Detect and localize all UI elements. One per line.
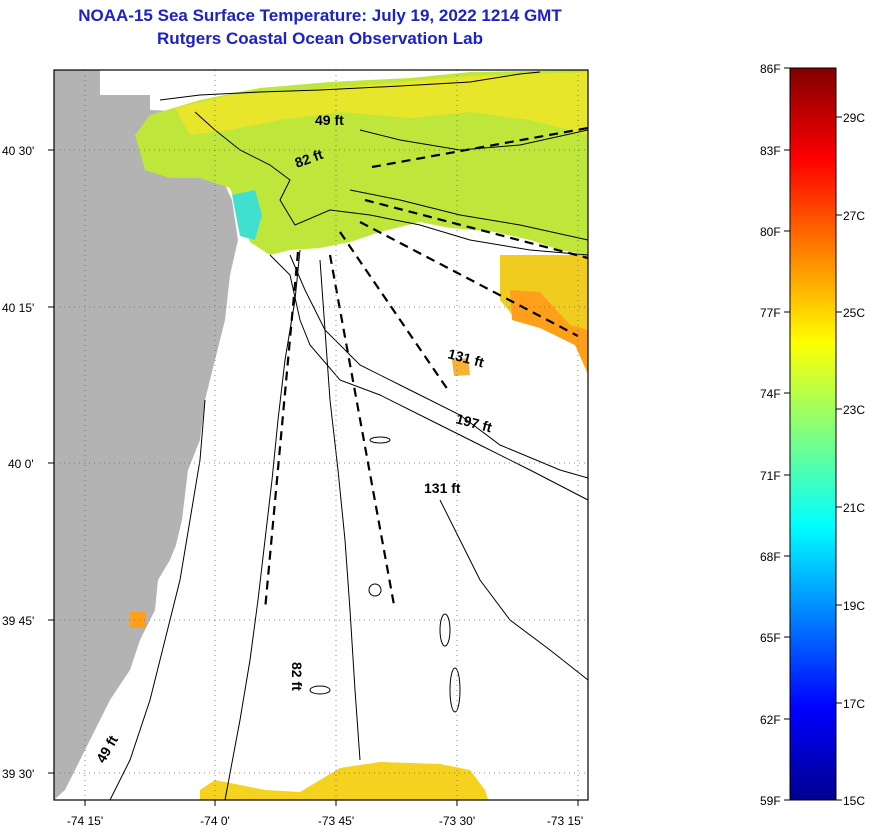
sst-patch-top-yellow xyxy=(175,72,588,135)
boundary-dashed-lines xyxy=(263,126,588,611)
sst-colorbar xyxy=(789,67,837,801)
lon-label-74-0: -74 0' xyxy=(200,814,230,828)
lat-lon-grid xyxy=(54,70,588,800)
colorbar-label-83f: 83F xyxy=(760,144,781,158)
colorbar-label-15c: 15C xyxy=(843,794,865,808)
contour-label-82ft-low: 82 ft xyxy=(289,662,305,691)
colorbar-label-25c: 25C xyxy=(843,306,865,320)
sst-patch-east-orange xyxy=(510,290,588,372)
lat-label-40-30: 40 30' xyxy=(2,144,34,158)
contour-label-131ft-low: 131 ft xyxy=(424,480,461,496)
sst-patch-bottom xyxy=(200,762,488,800)
sst-patch-small-west xyxy=(130,612,146,628)
colorbar-label-59f: 59F xyxy=(760,794,781,808)
lat-label-39-45: 39 45' xyxy=(2,614,34,628)
colorbar-label-74f: 74F xyxy=(760,387,781,401)
colorbar-label-86f: 86F xyxy=(760,62,781,76)
colorbar-label-27c: 27C xyxy=(843,209,865,223)
sst-patch-cyan xyxy=(232,190,262,240)
colorbar-label-17c: 17C xyxy=(843,697,865,711)
lon-label-73-15: -73 15' xyxy=(547,814,583,828)
map-frame xyxy=(53,69,589,801)
lat-label-39-30: 39 30' xyxy=(2,767,34,781)
lon-label-73-30: -73 30' xyxy=(439,814,475,828)
colorbar-label-80f: 80F xyxy=(760,225,781,239)
contour-label-49ft-top: 49 ft xyxy=(315,112,344,128)
contour-label-49ft-low: 49 ft xyxy=(93,732,121,765)
colorbar-label-29c: 29C xyxy=(843,111,865,125)
colorbar-label-65f: 65F xyxy=(760,631,781,645)
lat-label-40-15: 40 15' xyxy=(2,301,34,315)
map-subtitle: Rutgers Coastal Ocean Observation Lab xyxy=(157,29,483,48)
map-area: 49 ft 82 ft 131 ft 197 ft 131 ft 82 ft 4… xyxy=(54,70,588,800)
colorbar-ticks xyxy=(784,67,842,801)
colorbar-label-23c: 23C xyxy=(843,403,865,417)
colorbar-label-71f: 71F xyxy=(760,469,781,483)
land-mass xyxy=(54,70,238,800)
lon-label-73-45: -73 45' xyxy=(318,814,354,828)
sst-patch-small xyxy=(452,358,470,376)
lat-label-40-0: 40 0' xyxy=(8,457,34,471)
tick-marks xyxy=(48,149,579,806)
colorbar-label-62f: 62F xyxy=(760,713,781,727)
contour-label-197ft: 197 ft xyxy=(454,410,494,435)
colorbar-label-77f: 77F xyxy=(760,306,781,320)
colorbar-label-19c: 19C xyxy=(843,599,865,613)
lon-label-74-15: -74 15' xyxy=(67,814,103,828)
map-title: NOAA-15 Sea Surface Temperature: July 19… xyxy=(78,6,562,25)
colorbar-label-21c: 21C xyxy=(843,501,865,515)
colorbar-label-68f: 68F xyxy=(760,550,781,564)
